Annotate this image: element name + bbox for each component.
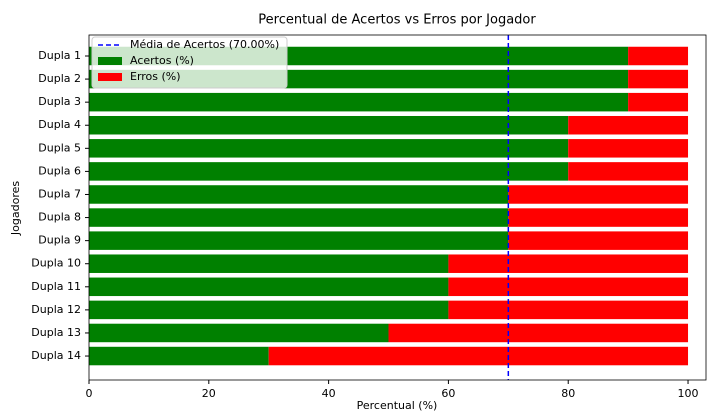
bar-segment: [89, 115, 569, 135]
y-tick-label: Dupla 10: [31, 257, 81, 270]
y-tick-label: Dupla 7: [38, 187, 81, 200]
bar-segment: [568, 115, 689, 135]
bar-segment: [448, 277, 689, 297]
bar-segment: [388, 323, 689, 343]
bar-segment: [628, 69, 689, 89]
bar-segment: [628, 46, 689, 66]
bar-segment: [89, 185, 509, 204]
bar-segment: [508, 208, 689, 227]
x-tick-label: 60: [441, 387, 455, 400]
y-axis-label: Jogadores: [9, 181, 22, 236]
bar-segment: [508, 185, 689, 204]
y-tick-label: Dupla 1: [38, 49, 81, 62]
bar-segment: [89, 231, 509, 250]
y-tick-label: Dupla 12: [31, 303, 81, 316]
bar-segment: [448, 254, 689, 273]
legend-swatch: [98, 73, 122, 81]
y-tick-label: Dupla 9: [38, 234, 81, 247]
x-tick-label: 20: [202, 387, 216, 400]
bar-segment: [89, 300, 449, 320]
y-tick-label: Dupla 13: [31, 326, 81, 339]
x-tick-label: 40: [322, 387, 336, 400]
y-tick-label: Dupla 8: [38, 211, 81, 224]
y-tick-label: Dupla 14: [31, 349, 81, 362]
legend-label: Média de Acertos (70.00%): [130, 38, 279, 51]
bar-segment: [568, 139, 689, 158]
x-tick-label: 80: [561, 387, 575, 400]
y-tick-label: Dupla 4: [38, 118, 81, 131]
bar-segment: [508, 231, 689, 250]
bar-segment: [268, 346, 689, 366]
x-axis-label: Percentual (%): [357, 399, 438, 412]
bar-segment: [89, 254, 449, 273]
bar-segment: [628, 92, 689, 112]
bar-segment: [89, 162, 569, 181]
bar-segment: [89, 208, 509, 227]
chart-title: Percentual de Acertos vs Erros por Jogad…: [258, 13, 536, 28]
y-tick-label: Dupla 11: [31, 280, 81, 293]
bar-segment: [568, 162, 689, 181]
x-tick-label: 0: [86, 387, 93, 400]
bar-segment: [89, 323, 389, 343]
bar-segment: [448, 300, 689, 320]
y-tick-label: Dupla 3: [38, 95, 81, 108]
y-tick-label: Dupla 5: [38, 141, 81, 154]
bar-segment: [89, 92, 629, 112]
legend-swatch: [98, 57, 122, 65]
x-tick-label: 100: [678, 387, 699, 400]
legend-box: [91, 36, 288, 89]
bar-segment: [89, 346, 269, 366]
axes-frame: [88, 34, 707, 381]
y-tick-label: Dupla 2: [38, 72, 81, 85]
legend-label: Acertos (%): [130, 54, 194, 67]
legend-label: Erros (%): [130, 70, 181, 83]
y-tick-label: Dupla 6: [38, 164, 81, 177]
bar-segment: [89, 277, 449, 297]
bar-segment: [89, 139, 569, 158]
